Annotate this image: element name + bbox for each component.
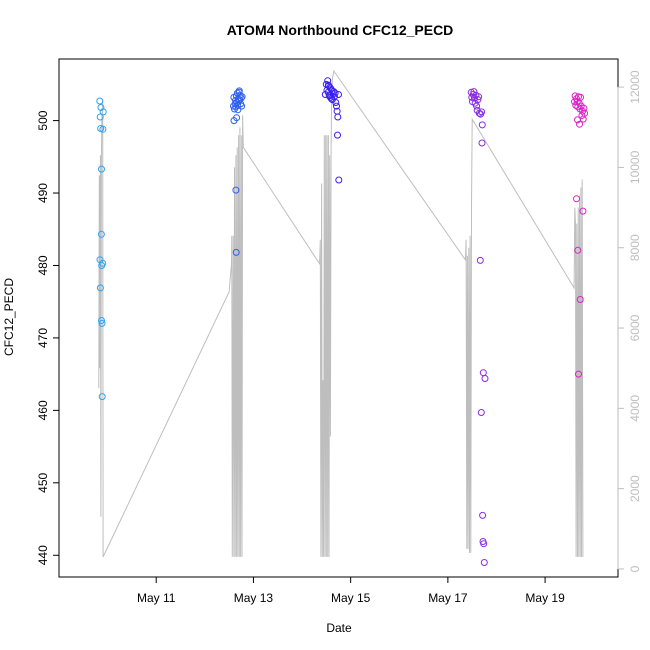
- data-point: [96, 284, 104, 292]
- data-point: [476, 256, 484, 264]
- point-series-group: [96, 77, 589, 566]
- data-point: [577, 93, 584, 101]
- data-point: [474, 96, 482, 104]
- bottom-axis: May 11 May 13 May 15 May 17 May 19: [137, 576, 565, 605]
- left-axis: 440 450 460 470 480 490 500: [36, 110, 60, 565]
- data-point: [576, 296, 584, 303]
- point-series-1: [96, 97, 107, 401]
- data-point: [97, 230, 105, 238]
- data-point: [232, 248, 240, 256]
- right-tick-label: 0: [628, 565, 642, 572]
- data-point: [236, 91, 244, 99]
- data-point: [579, 207, 587, 215]
- data-point: [479, 369, 487, 377]
- data-point: [324, 81, 332, 89]
- point-series-4: [467, 88, 489, 566]
- data-point: [99, 108, 107, 116]
- y-tick-label: 460: [36, 400, 50, 420]
- data-point: [480, 540, 488, 548]
- y-tick-label: 480: [36, 255, 50, 275]
- right-tick-label: 12000: [628, 70, 642, 104]
- data-point: [335, 91, 342, 98]
- data-point: [234, 106, 242, 114]
- data-point: [333, 102, 340, 110]
- data-point: [475, 93, 483, 101]
- point-series-5: [571, 92, 589, 378]
- data-point: [327, 91, 335, 99]
- data-point: [96, 97, 104, 105]
- line-series-path: [98, 69, 584, 558]
- data-point: [238, 93, 246, 101]
- data-point: [573, 98, 581, 106]
- x-tick-label: May 11: [137, 591, 176, 605]
- data-point: [334, 131, 341, 139]
- data-point: [96, 113, 104, 121]
- x-tick-label: May 19: [525, 591, 565, 605]
- data-point: [480, 559, 488, 566]
- chart-title: ATOM4 Northbound CFC12_PECD: [227, 22, 454, 38]
- point-series-2: [230, 87, 246, 256]
- x-tick-label: May 13: [234, 591, 274, 605]
- data-point: [98, 319, 106, 327]
- right-tick-label: 6000: [628, 314, 642, 341]
- x-axis-label: Date: [326, 621, 352, 635]
- data-point: [573, 195, 580, 203]
- line-series: [98, 69, 584, 558]
- data-point: [98, 165, 105, 173]
- data-point: [235, 87, 243, 95]
- y-tick-label: 500: [36, 110, 50, 130]
- data-point: [473, 102, 481, 110]
- data-point: [98, 317, 105, 324]
- data-point: [237, 94, 245, 102]
- data-point: [479, 511, 487, 519]
- data-point: [233, 114, 241, 122]
- data-point: [331, 89, 339, 97]
- data-point: [574, 116, 581, 124]
- data-point: [478, 139, 486, 147]
- data-point: [238, 102, 246, 110]
- y-tick-label: 490: [36, 183, 50, 203]
- right-tick-label: 2000: [628, 475, 642, 502]
- data-point: [574, 246, 582, 254]
- data-point: [478, 121, 486, 129]
- data-point: [324, 77, 332, 85]
- right-tick-label: 8000: [628, 234, 642, 261]
- x-tick-label: May 15: [331, 591, 371, 605]
- plot-frame: [58, 58, 619, 578]
- x-tick-label: May 17: [428, 591, 468, 605]
- data-point: [98, 393, 106, 401]
- data-point: [232, 186, 240, 194]
- data-point: [481, 375, 489, 382]
- data-point: [581, 109, 589, 117]
- data-point: [580, 104, 588, 112]
- data-point: [478, 108, 486, 116]
- data-point: [99, 259, 107, 267]
- data-point: [576, 120, 583, 128]
- right-tick-label: 10000: [628, 150, 642, 184]
- data-point: [335, 176, 343, 184]
- y-tick-label: 440: [36, 545, 50, 565]
- data-point: [99, 125, 107, 133]
- point-series-3: [321, 77, 343, 184]
- data-point: [470, 88, 478, 96]
- data-point: [575, 370, 582, 378]
- y-axis-label: CFC12_PECD: [2, 278, 16, 356]
- y-tick-label: 450: [36, 472, 50, 492]
- data-point: [477, 409, 485, 416]
- right-tick-label: 4000: [628, 395, 642, 422]
- data-point: [334, 113, 342, 121]
- y-tick-label: 470: [36, 328, 50, 348]
- data-point: [332, 99, 340, 106]
- right-axis: 0 2000 4000 6000 8000 10000 12000: [617, 70, 642, 572]
